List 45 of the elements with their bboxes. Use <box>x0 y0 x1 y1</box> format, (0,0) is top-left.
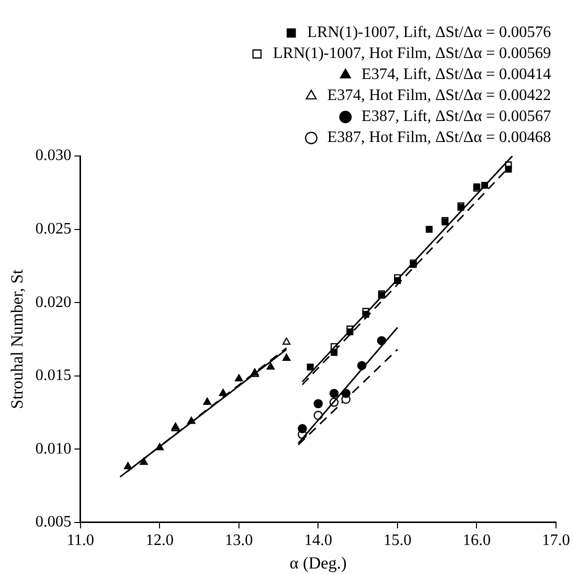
legend-label: E374, Lift, ΔSt/Δα = 0.00414 <box>361 66 552 84</box>
legend-label: E374, Hot Film, ΔSt/Δα = 0.00422 <box>327 87 551 104</box>
point <box>187 416 196 424</box>
x-tick-label: 16.0 <box>462 532 491 550</box>
point <box>346 328 354 336</box>
point <box>394 277 401 284</box>
point <box>426 226 433 233</box>
point <box>306 364 314 370</box>
y-tick-label: 0.025 <box>35 220 72 238</box>
x-tick-label: 17.0 <box>542 532 570 550</box>
x-tick-label: 14.0 <box>304 532 332 550</box>
point <box>266 362 275 370</box>
point <box>156 443 164 450</box>
point <box>314 399 323 408</box>
legend-label: LRN(1)-1007, Lift, ΔSt/Δα = 0.00576 <box>307 24 551 42</box>
point <box>330 348 338 356</box>
y-tick-label: 0.020 <box>35 294 72 311</box>
legend-label: LRN(1)-1007, Hot Film, ΔSt/Δα = 0.00569 <box>273 45 552 62</box>
y-tick-label: 0.015 <box>35 367 72 384</box>
y-tick-label: 0.010 <box>35 440 72 458</box>
point <box>357 360 366 370</box>
point <box>234 374 243 382</box>
point <box>298 424 307 434</box>
point <box>481 182 488 189</box>
x-axis-title: α (Deg.) <box>290 553 347 572</box>
y-tick-label: 0.030 <box>35 147 72 164</box>
point <box>329 388 339 398</box>
legend-label: E387, Hot Film, ΔSt/Δα = 0.00468 <box>327 129 551 146</box>
y-axis-title: Strouhal Number, St <box>8 269 27 409</box>
x-tick-label: 15.0 <box>383 532 412 550</box>
x-tick-label: 12.0 <box>146 532 174 550</box>
point <box>219 388 228 396</box>
point <box>124 462 132 470</box>
point <box>140 458 148 465</box>
legend-label: E387, Lift, ΔSt/Δα = 0.00567 <box>361 108 552 126</box>
x-tick-label: 11.0 <box>66 532 94 550</box>
y-tick-label: 0.005 <box>35 514 72 531</box>
point <box>505 166 512 173</box>
point <box>282 338 291 345</box>
point <box>203 398 212 405</box>
point <box>377 336 386 346</box>
x-tick-label: 13.0 <box>224 532 253 550</box>
point <box>282 354 291 361</box>
point <box>341 388 351 398</box>
point <box>362 310 370 318</box>
